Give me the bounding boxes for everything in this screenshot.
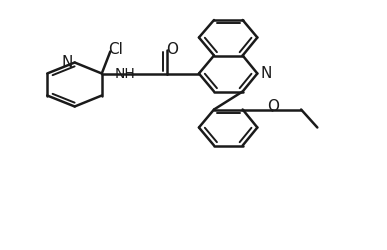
Text: N: N [260,66,272,81]
Text: NH: NH [114,66,135,80]
Text: O: O [267,99,279,114]
Text: O: O [166,42,179,56]
Text: N: N [61,55,73,70]
Text: Cl: Cl [108,42,123,57]
